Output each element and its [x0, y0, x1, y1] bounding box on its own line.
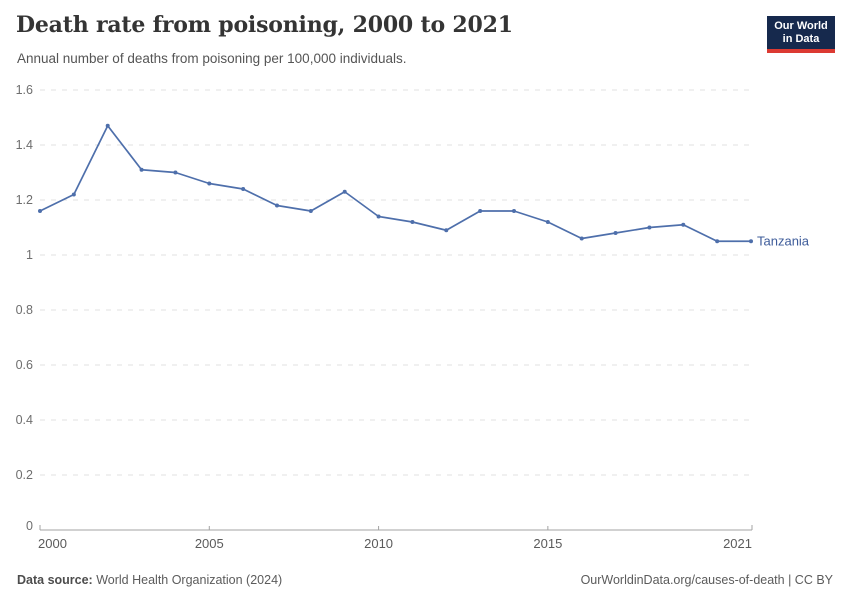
data-point[interactable]	[749, 239, 753, 244]
credit-link[interactable]: OurWorldinData.org/causes-of-death | CC …	[580, 573, 833, 587]
data-point[interactable]	[38, 209, 42, 213]
data-point[interactable]	[342, 189, 347, 194]
data-point[interactable]	[545, 220, 550, 224]
data-point[interactable]	[444, 228, 449, 233]
y-tick-label: 0.6	[16, 358, 33, 372]
data-point[interactable]	[410, 220, 415, 224]
data-source-text: World Health Organization (2024)	[96, 573, 283, 587]
data-point[interactable]	[647, 225, 652, 230]
page-title: Death rate from poisoning, 2000 to 2021	[16, 12, 513, 38]
data-point[interactable]	[241, 187, 246, 191]
data-point[interactable]	[71, 192, 76, 197]
y-tick-label: 0.4	[16, 413, 33, 427]
x-tick-label: 2005	[195, 536, 224, 551]
y-tick-label: 0	[26, 519, 33, 533]
x-tick-label: 2021	[723, 536, 752, 551]
y-tick-label: 1	[26, 248, 33, 262]
y-tick-label: 1.6	[16, 83, 33, 97]
data-source: Data source: World Health Organization (…	[17, 573, 282, 587]
x-tick-label: 2015	[533, 536, 562, 551]
data-point[interactable]	[512, 209, 516, 213]
data-point[interactable]	[207, 181, 212, 186]
data-point[interactable]	[681, 222, 686, 227]
x-tick-label: 2000	[38, 536, 67, 551]
data-point[interactable]	[308, 209, 313, 213]
data-point[interactable]	[613, 231, 618, 235]
data-point[interactable]	[173, 170, 178, 175]
data-point[interactable]	[275, 203, 279, 208]
y-tick-label: 0.8	[16, 303, 33, 317]
data-point[interactable]	[478, 209, 483, 213]
data-point[interactable]	[715, 239, 720, 244]
y-tick-label: 0.2	[16, 468, 33, 482]
x-tick-label: 2010	[364, 536, 393, 551]
chart-subtitle: Annual number of deaths from poisoning p…	[17, 51, 407, 66]
y-tick-label: 1.2	[16, 193, 33, 207]
owid-logo: Our World in Data	[767, 16, 835, 53]
series-label[interactable]: Tanzania	[757, 233, 810, 248]
data-source-label: Data source:	[17, 573, 93, 587]
y-tick-label: 1.4	[16, 138, 33, 152]
data-point[interactable]	[139, 167, 144, 172]
logo-line2: in Data	[782, 33, 820, 45]
logo-line1: Our World	[774, 20, 828, 32]
data-series-line[interactable]	[39, 124, 752, 243]
data-point[interactable]	[376, 214, 381, 219]
data-point[interactable]	[105, 123, 110, 128]
data-point[interactable]	[579, 236, 584, 241]
